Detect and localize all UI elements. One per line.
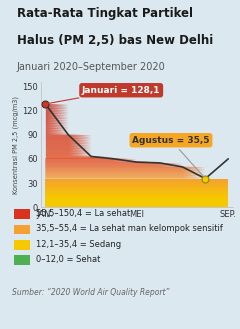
Bar (14, 209, 30, 219)
Text: Januari = 128,1: Januari = 128,1 (48, 86, 161, 103)
Text: 35,5–55,4 = La sehat man kelompok sensitif: 35,5–55,4 = La sehat man kelompok sensit… (36, 224, 223, 233)
Text: Agustus = 35,5: Agustus = 35,5 (132, 136, 210, 177)
Bar (14, 240, 30, 249)
Bar (14, 255, 30, 265)
Text: Rata-Rata Tingkat Partikel: Rata-Rata Tingkat Partikel (17, 7, 193, 20)
Text: 12,1–35,4 = Sedang: 12,1–35,4 = Sedang (36, 240, 121, 248)
Bar (14, 225, 30, 234)
Text: Halus (PM 2,5) bas New Delhi: Halus (PM 2,5) bas New Delhi (17, 34, 213, 47)
Text: Januari 2020–September 2020: Januari 2020–September 2020 (17, 62, 166, 72)
Y-axis label: Konsentrasi PM 2,5 (mcg/m3): Konsentrasi PM 2,5 (mcg/m3) (13, 96, 19, 194)
Text: 55,5–150,4 = La sehat: 55,5–150,4 = La sehat (36, 209, 131, 218)
Text: 0–12,0 = Sehat: 0–12,0 = Sehat (36, 255, 101, 264)
Text: Sumber: “2020 World Air Quality Report”: Sumber: “2020 World Air Quality Report” (12, 288, 169, 297)
